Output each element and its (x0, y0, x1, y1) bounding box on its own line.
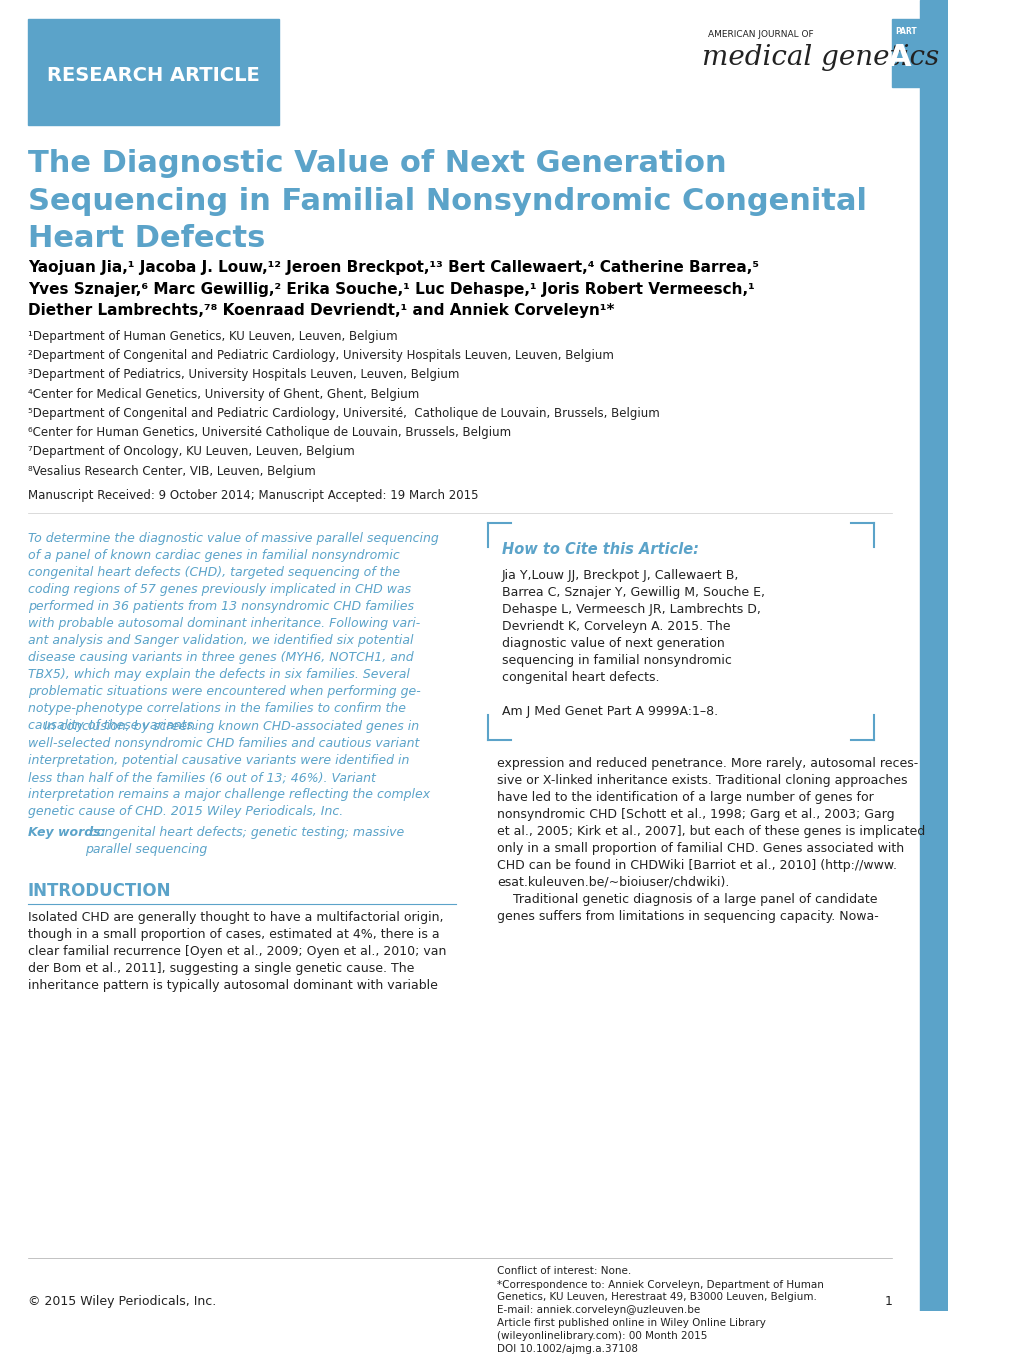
Text: The Diagnostic Value of Next Generation
Sequencing in Familial Nonsyndromic Cong: The Diagnostic Value of Next Generation … (28, 150, 866, 253)
Bar (919, 0, 948, 1311)
Text: How to Cite this Article:: How to Cite this Article: (501, 541, 698, 558)
Text: ⁷Department of Oncology, KU Leuven, Leuven, Belgium: ⁷Department of Oncology, KU Leuven, Leuv… (28, 446, 355, 458)
Text: Manuscript Received: 9 October 2014; Manuscript Accepted: 19 March 2015: Manuscript Received: 9 October 2014; Man… (28, 488, 478, 502)
Text: © 2015 Wiley Periodicals, Inc.: © 2015 Wiley Periodicals, Inc. (28, 1295, 216, 1308)
Text: To determine the diagnostic value of massive parallel sequencing
of a panel of k: To determine the diagnostic value of mas… (28, 532, 438, 732)
Text: Key words:: Key words: (28, 827, 106, 839)
Text: Yves Sznajer,⁶ Marc Gewillig,² Erika Souche,¹ Luc Dehaspe,¹ Joris Robert Vermees: Yves Sznajer,⁶ Marc Gewillig,² Erika Sou… (28, 282, 754, 296)
Text: ⁸Vesalius Research Center, VIB, Leuven, Belgium: ⁸Vesalius Research Center, VIB, Leuven, … (28, 465, 315, 477)
Text: ³Department of Pediatrics, University Hospitals Leuven, Leuven, Belgium: ³Department of Pediatrics, University Ho… (28, 369, 459, 381)
Text: ⁵Department of Congenital and Pediatric Cardiology, Université,  Catholique de L: ⁵Department of Congenital and Pediatric … (28, 407, 659, 420)
Bar (892, 19, 919, 87)
Text: In conclusion, by screening known CHD-associated genes in
well-selected nonsyndr: In conclusion, by screening known CHD-as… (28, 721, 430, 819)
Text: congenital heart defects; genetic testing; massive
parallel sequencing: congenital heart defects; genetic testin… (86, 827, 404, 855)
Bar (28, 19, 278, 125)
Text: RESEARCH ARTICLE: RESEARCH ARTICLE (47, 65, 260, 84)
Text: PART: PART (895, 27, 916, 37)
Text: Isolated CHD are generally thought to have a multifactorial origin,
though in a : Isolated CHD are generally thought to ha… (28, 911, 446, 993)
Text: Yaojuan Jia,¹ Jacoba J. Louw,¹² Jeroen Breckpot,¹³ Bert Callewaert,⁴ Catherine B: Yaojuan Jia,¹ Jacoba J. Louw,¹² Jeroen B… (28, 260, 758, 275)
Text: INTRODUCTION: INTRODUCTION (28, 883, 171, 900)
Text: *Correspondence to: Anniek Corveleyn, Department of Human
Genetics, KU Leuven, H: *Correspondence to: Anniek Corveleyn, De… (497, 1280, 823, 1353)
Text: medical genetics: medical genetics (701, 45, 938, 71)
Text: ⁶Center for Human Genetics, Université Catholique de Louvain, Brussels, Belgium: ⁶Center for Human Genetics, Université C… (28, 426, 511, 439)
Text: ²Department of Congenital and Pediatric Cardiology, University Hospitals Leuven,: ²Department of Congenital and Pediatric … (28, 350, 613, 362)
Text: ¹Department of Human Genetics, KU Leuven, Leuven, Belgium: ¹Department of Human Genetics, KU Leuven… (28, 329, 397, 343)
Text: AMERICAN JOURNAL OF: AMERICAN JOURNAL OF (708, 30, 813, 39)
Text: ⁴Center for Medical Genetics, University of Ghent, Ghent, Belgium: ⁴Center for Medical Genetics, University… (28, 388, 419, 401)
Text: Diether Lambrechts,⁷⁸ Koenraad Devriendt,¹ and Anniek Corveleyn¹*: Diether Lambrechts,⁷⁸ Koenraad Devriendt… (28, 303, 613, 318)
Text: Conflict of interest: None.: Conflict of interest: None. (497, 1266, 631, 1276)
Text: A: A (888, 44, 911, 72)
Text: expression and reduced penetrance. More rarely, autosomal reces-
sive or X-linke: expression and reduced penetrance. More … (497, 758, 924, 923)
Text: Jia Y,Louw JJ, Breckpot J, Callewaert B,
Barrea C, Sznajer Y, Gewillig M, Souche: Jia Y,Louw JJ, Breckpot J, Callewaert B,… (501, 568, 764, 718)
Text: 1: 1 (883, 1295, 892, 1308)
